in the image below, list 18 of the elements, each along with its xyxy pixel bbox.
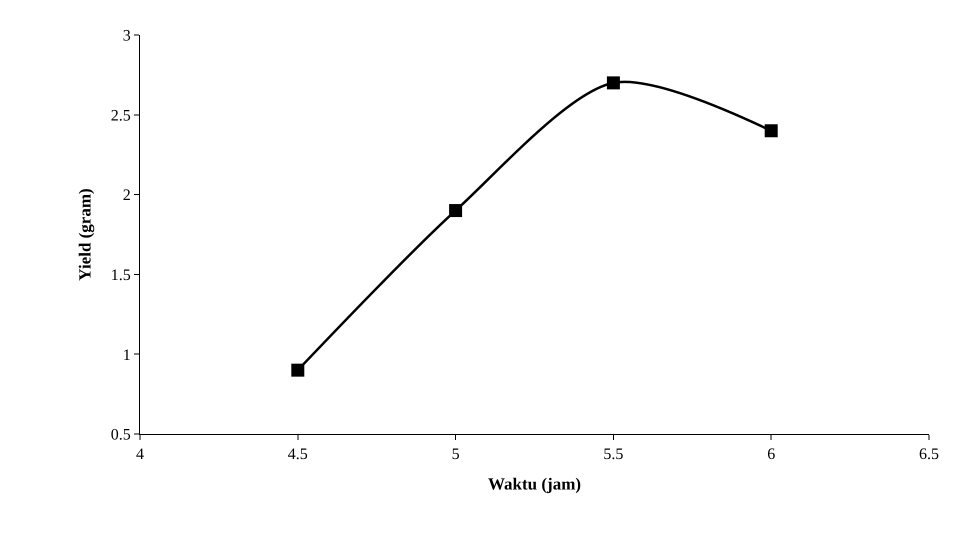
point bbox=[291, 364, 304, 377]
y-tick-label: 1 bbox=[122, 346, 131, 364]
x-tick-label: 4.5 bbox=[288, 446, 308, 464]
x-tick-label: 6 bbox=[767, 446, 776, 464]
y-tick-label: 2 bbox=[122, 187, 131, 204]
x-tick-label: 5.5 bbox=[603, 446, 624, 464]
x-tick-label: 5 bbox=[452, 446, 460, 464]
y-tick-label: 3 bbox=[122, 28, 131, 45]
x-tick-label: 4 bbox=[136, 446, 144, 464]
y-tick-label: 2.5 bbox=[110, 107, 131, 124]
y-tick-label: 0.5 bbox=[110, 426, 131, 444]
point bbox=[449, 204, 462, 218]
point bbox=[606, 76, 620, 90]
y-axis-title: Yield (gram) bbox=[75, 188, 94, 281]
x-axis-title: Waktu (jam) bbox=[488, 474, 582, 494]
point bbox=[764, 124, 778, 138]
x-tick-label: 6.5 bbox=[919, 446, 939, 464]
y-tick-label: 1.5 bbox=[110, 267, 131, 284]
